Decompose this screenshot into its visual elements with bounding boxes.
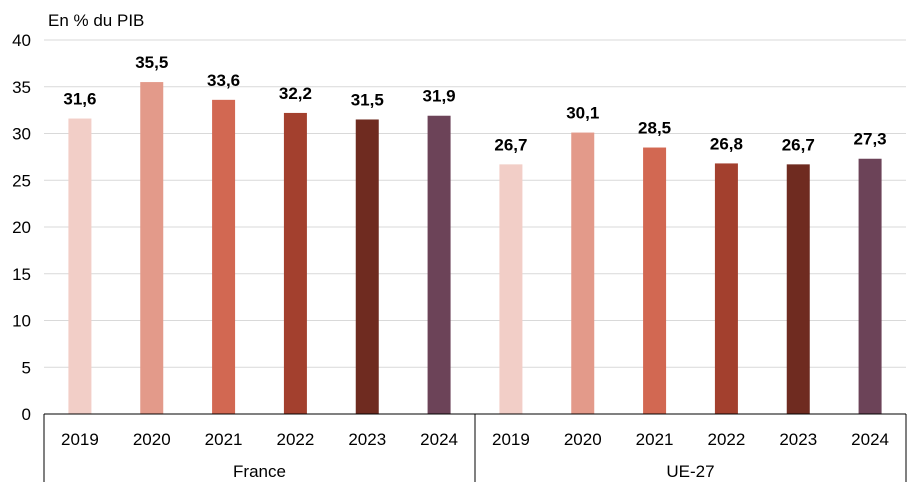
x-tick-label: 2022 (277, 430, 315, 449)
bar (427, 115, 451, 415)
data-labels: 31,6 35,5 33,6 32,2 31,5 31,9 26,7 30,1 28,5 26,8… (63, 53, 886, 154)
group-label: France (233, 462, 286, 481)
x-axis: 2019 2020 2021 2022 2023 2024 France 2019 2020 20… (43, 413, 907, 482)
data-label: 28,5 (638, 119, 671, 138)
data-label: 30,1 (566, 104, 599, 123)
bar (140, 82, 164, 414)
y-tick-label: 35 (12, 78, 31, 97)
data-label: 26,8 (710, 134, 743, 153)
x-tick-label: 2020 (133, 430, 171, 449)
data-label: 32,2 (279, 84, 312, 103)
y-tick-label: 0 (22, 405, 31, 424)
bar (714, 163, 738, 414)
y-tick-label: 30 (12, 125, 31, 144)
group-label: UE-27 (666, 462, 714, 481)
x-tick-label: 2023 (348, 430, 386, 449)
bars (68, 82, 882, 415)
x-tick-label: 2019 (61, 430, 99, 449)
y-tick-label: 10 (12, 312, 31, 331)
x-tick-label: 2024 (851, 430, 889, 449)
x-tick-label: 2021 (205, 430, 243, 449)
bar (643, 147, 667, 414)
x-tick-label: 2021 (636, 430, 674, 449)
bar (212, 99, 236, 414)
y-tick-label: 5 (22, 358, 31, 377)
data-label: 26,7 (494, 135, 527, 154)
y-tick-label: 40 (12, 31, 31, 50)
x-tick-label: 2023 (779, 430, 817, 449)
bar (499, 164, 523, 414)
x-tick-label: 2022 (708, 430, 746, 449)
x-tick-label: 2024 (420, 430, 458, 449)
bar (355, 119, 379, 414)
x-tick-label: 2019 (492, 430, 530, 449)
bar (786, 164, 810, 414)
gridlines (44, 39, 906, 368)
data-label: 31,5 (351, 90, 384, 109)
data-label: 27,3 (854, 130, 887, 149)
bar (858, 158, 882, 414)
data-label: 33,6 (207, 71, 240, 90)
y-tick-label: 20 (12, 218, 31, 237)
data-label: 26,7 (782, 135, 815, 154)
bar (283, 112, 307, 415)
x-tick-label: 2020 (564, 430, 602, 449)
data-label: 35,5 (135, 53, 168, 72)
y-axis-ticks: 0 5 10 15 20 25 30 35 40 (12, 31, 31, 424)
data-label: 31,9 (423, 87, 456, 106)
data-label: 31,6 (63, 90, 96, 109)
bar (68, 118, 92, 414)
y-axis-unit-label: En % du PIB (48, 11, 144, 30)
bar (571, 132, 595, 414)
y-tick-label: 25 (12, 171, 31, 190)
y-tick-label: 15 (12, 265, 31, 284)
